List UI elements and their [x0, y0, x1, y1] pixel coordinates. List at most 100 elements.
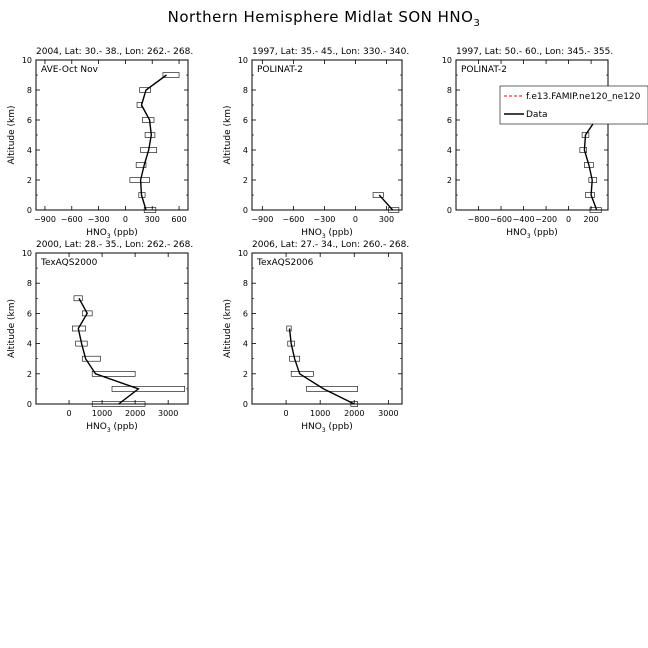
x-axis-label-unit: (ppb) — [531, 228, 558, 238]
panel-frame — [251, 59, 403, 211]
x-tick-label: 0 — [66, 409, 71, 418]
y-tick-label: 4 — [27, 146, 32, 155]
chart-panel: 2000, Lat: 28.- 35., Lon: 262.- 268. TexA… — [7, 240, 193, 434]
x-tick-label: −200 — [535, 215, 557, 224]
x-tick-label: 1000 — [310, 409, 330, 418]
range-box — [585, 192, 595, 198]
page-title-subscript: 3 — [473, 18, 481, 29]
x-tick-label: 0 — [353, 215, 358, 224]
x-axis-label-subscript: 3 — [322, 233, 326, 240]
x-axis-label-main: HNO — [301, 228, 322, 238]
x-tick-label: −600 — [282, 215, 304, 224]
range-box — [372, 192, 384, 198]
x-tick-label: 1000 — [92, 409, 112, 418]
legend-data-label: Data — [526, 110, 548, 120]
campaign-label: AVE-Oct Nov — [41, 65, 99, 75]
panel-title: 2006, Lat: 27.- 34., Lon: 260.- 268. — [252, 240, 409, 250]
y-axis-label: Altitude (km) — [7, 105, 17, 164]
x-tick-label: −300 — [313, 215, 335, 224]
y-tick-label: 10 — [238, 249, 248, 258]
panel-title: 1997, Lat: 35.- 45., Lon: 330.- 340. — [252, 47, 409, 57]
range-box — [91, 370, 136, 377]
y-tick-label: 10 — [442, 56, 452, 65]
y-tick-label: 8 — [243, 86, 248, 95]
range-box — [91, 401, 146, 407]
x-axis-label-unit: (ppb) — [111, 228, 138, 238]
y-tick-label: 4 — [243, 146, 248, 155]
range-box — [286, 325, 292, 332]
x-axis-label-unit: (ppb) — [111, 422, 138, 432]
y-tick-label: 2 — [243, 176, 248, 185]
x-axis-label: HNO3 (ppb) — [301, 228, 352, 240]
x-axis-label: HNO3 (ppb) — [301, 422, 352, 434]
y-tick-label: 2 — [27, 176, 32, 185]
x-axis-label-subscript: 3 — [527, 233, 531, 240]
y-tick-label: 0 — [243, 400, 248, 409]
chart-panel: 2006, Lat: 27.- 34., Lon: 260.- 268. TexA… — [223, 240, 409, 434]
campaign-label: POLINAT-2 — [257, 65, 303, 75]
page-title: Northern Hemisphere Midlat SON HNO3 — [0, 8, 648, 29]
chart-panel: 1997, Lat: 50.- 60., Lon: 345.- 355. POLI… — [442, 47, 613, 240]
data-series-line — [77, 297, 140, 405]
y-tick-label: 6 — [243, 116, 248, 125]
x-tick-label: −800 — [468, 215, 490, 224]
range-box — [143, 207, 157, 213]
data-series-line — [378, 194, 394, 211]
x-tick-label: 300 — [379, 215, 394, 224]
panel-title: 2000, Lat: 28.- 35., Lon: 262.- 268. — [36, 240, 193, 250]
panel-frame — [251, 252, 403, 405]
x-tick-label: 2000 — [344, 409, 364, 418]
x-axis-label: HNO3 (ppb) — [506, 228, 557, 240]
y-tick-label: 4 — [27, 340, 32, 349]
x-axis-label-main: HNO — [301, 422, 322, 432]
range-box — [162, 72, 180, 78]
y-tick-label: 2 — [447, 176, 452, 185]
range-box — [388, 207, 400, 213]
x-tick-label: −400 — [513, 215, 535, 224]
x-tick-label: −900 — [34, 215, 56, 224]
range-box — [350, 401, 358, 407]
y-axis-label: Altitude (km) — [7, 299, 17, 358]
legend-box — [499, 85, 648, 125]
range-box — [144, 132, 156, 138]
panel-title: 2004, Lat: 30.- 38., Lon: 262.- 268. — [36, 47, 193, 57]
x-axis-label-unit: (ppb) — [326, 228, 353, 238]
data-series-line — [288, 328, 355, 405]
x-axis-label: HNO3 (ppb) — [86, 422, 137, 434]
x-tick-label: 2000 — [125, 409, 145, 418]
y-tick-label: 8 — [447, 86, 452, 95]
panel-title: 1997, Lat: 50.- 60., Lon: 345.- 355. — [456, 47, 613, 57]
range-box — [81, 310, 93, 317]
y-tick-label: 6 — [243, 309, 248, 318]
x-axis-label: HNO3 (ppb) — [86, 228, 137, 240]
y-tick-label: 4 — [243, 340, 248, 349]
y-tick-label: 0 — [27, 206, 32, 215]
x-tick-label: 3000 — [158, 409, 178, 418]
range-box — [135, 162, 147, 168]
x-tick-label: 0 — [284, 409, 289, 418]
y-tick-label: 2 — [243, 370, 248, 379]
x-tick-label: 3000 — [378, 409, 398, 418]
x-tick-label: −600 — [61, 215, 83, 224]
x-axis-label-subscript: 3 — [322, 427, 326, 434]
y-tick-label: 0 — [447, 206, 452, 215]
panel-frame — [35, 252, 189, 405]
data-series-line — [139, 74, 167, 211]
x-axis-label-main: HNO — [86, 228, 107, 238]
x-tick-label: −600 — [490, 215, 512, 224]
y-axis-label: Altitude (km) — [223, 299, 233, 358]
range-box — [111, 386, 185, 392]
chart-panel: 1997, Lat: 35.- 45., Lon: 330.- 340. POLI… — [223, 47, 409, 240]
page-title-text: Northern Hemisphere Midlat SON HNO — [167, 8, 474, 26]
x-axis-label-subscript: 3 — [107, 233, 111, 240]
range-box — [579, 147, 587, 153]
y-tick-label: 0 — [243, 206, 248, 215]
x-axis-label-unit: (ppb) — [326, 422, 353, 432]
range-box — [73, 295, 83, 302]
range-box — [81, 355, 101, 362]
campaign-label: POLINAT-2 — [461, 65, 507, 75]
legend: f.e13.FAMIP.ne120_ne120 Data — [499, 85, 648, 125]
y-tick-label: 6 — [27, 116, 32, 125]
x-tick-label: −900 — [251, 215, 273, 224]
